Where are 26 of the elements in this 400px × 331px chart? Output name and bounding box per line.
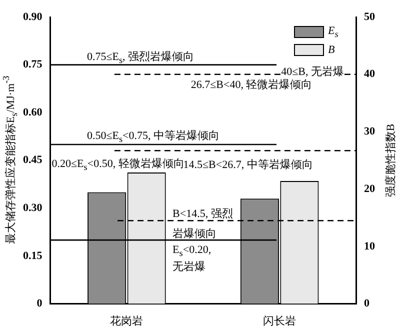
ref-line-label: 14.5≤B<26.7, 中等岩爆倾向 <box>183 158 313 171</box>
y-tick-label: 0.60 <box>23 106 43 118</box>
ref-line-label: B<14.5, 强烈岩爆倾向 <box>172 206 234 242</box>
annotation: 26.7≤B<40, 轻微岩爆倾向 <box>190 78 312 91</box>
annotation: 0.20≤E$_{s}$<0.50, 轻微岩爆倾向 <box>52 158 184 173</box>
y-tick-label: 0.45 <box>23 154 43 166</box>
y2-axis-title: 强度脆性指数B <box>384 124 398 198</box>
y2-tick-label: 50 <box>364 10 376 23</box>
x-tick-label: 花岗岩 <box>110 314 144 328</box>
ref-line-label: E$_{s}$<0.20, 无岩爆 <box>172 243 212 274</box>
y2-tick-label: 20 <box>364 182 376 195</box>
legend-label: E$_{s}$ <box>328 25 338 40</box>
y-tick-label: 0 <box>36 298 43 310</box>
y2-tick-label: 10 <box>364 240 376 252</box>
x-tick-label: 闪长岩 <box>263 314 296 328</box>
ref-line-label: 0.50≤E$_{s}$<0.75, 中等岩爆倾向 <box>86 130 220 146</box>
ref-line-label: 40≤B, 无岩爆 <box>281 66 344 78</box>
ref-line-label: 0.75≤E$_{s}$, 强烈岩爆倾向 <box>86 50 194 66</box>
y-tick-label: 0.75 <box>23 58 43 71</box>
y-tick-label: 0.15 <box>23 250 43 262</box>
y-tick-label: 0.30 <box>23 202 43 214</box>
legend-label: B <box>328 44 335 56</box>
y2-tick-label: 40 <box>364 68 376 80</box>
y-tick-label: 0.90 <box>23 10 43 23</box>
y2-tick-label: 30 <box>364 126 376 138</box>
y2-tick-label: 0 <box>364 298 370 310</box>
